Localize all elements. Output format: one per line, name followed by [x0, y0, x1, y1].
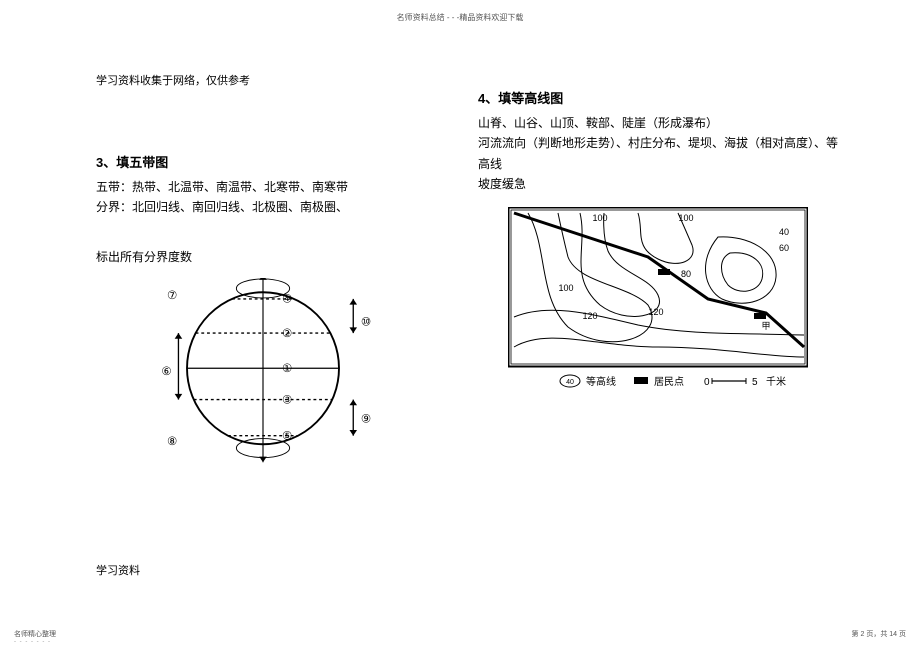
svg-text:等高线: 等高线: [586, 375, 616, 388]
svg-text:②: ②: [282, 328, 292, 340]
svg-text:40: 40: [779, 227, 789, 237]
svg-text:⑦: ⑦: [167, 290, 177, 302]
contour-line-1: 山脊、山谷、山顶、鞍部、陡崖（形成瀑布）: [478, 113, 848, 133]
svg-text:⑤: ⑤: [282, 431, 292, 443]
svg-text:⑨: ⑨: [361, 413, 371, 425]
svg-text:④: ④: [282, 294, 292, 306]
zones-line-2: 分界：北回归线、南回归线、北极圈、南极圈、: [96, 197, 436, 217]
study-footer: 学习资料: [96, 562, 140, 578]
zones-line-1: 五带：热带、北温带、南温带、北寒带、南寒带: [96, 177, 436, 197]
contour-title: 4、填等高线图: [478, 88, 848, 107]
svg-text:甲: 甲: [761, 321, 770, 331]
contour-diagram: 100 100 40 60 80 120 120 100 甲 40 等高线 居民点 0 5 千米: [508, 207, 808, 397]
svg-text:居民点: 居民点: [654, 376, 684, 388]
svg-text:100: 100: [558, 283, 573, 293]
section-contour: 4、填等高线图 山脊、山谷、山顶、鞍部、陡崖（形成瀑布） 河流流向（判断地形走势…: [478, 88, 848, 402]
svg-text:120: 120: [648, 307, 663, 317]
svg-text:60: 60: [779, 243, 789, 253]
zones-diagram: ④ ② ① ③ ⑤ ⑦ ⑥ ⑧ ⑩ ⑨: [148, 278, 378, 468]
zones-sublabel: 标出所有分界度数: [96, 248, 192, 265]
svg-text:⑩: ⑩: [361, 317, 371, 329]
svg-text:100: 100: [678, 213, 693, 223]
footer-dots: - - - - - - -: [14, 639, 51, 645]
svg-text:千米: 千米: [766, 375, 786, 388]
contour-line-2: 河流流向（判断地形走势）、村庄分布、堤坝、海拔（相对高度）、等高线: [478, 133, 848, 174]
footer-left: 名师精心整理: [14, 629, 56, 639]
section-zones: 3、填五带图 五带：热带、北温带、南温带、北寒带、南寒带 分界：北回归线、南回归…: [96, 152, 436, 218]
svg-text:③: ③: [282, 394, 292, 406]
zones-title: 3、填五带图: [96, 152, 436, 171]
source-note: 学习资料收集于网络，仅供参考: [96, 72, 250, 88]
footer-right: 第 2 页，共 14 页: [852, 629, 906, 639]
svg-text:0: 0: [704, 377, 710, 388]
svg-text:5: 5: [752, 377, 758, 388]
svg-text:⑧: ⑧: [167, 436, 177, 448]
svg-text:①: ①: [282, 363, 292, 375]
contour-line-3: 坡度缓急: [478, 174, 848, 194]
svg-text:120: 120: [582, 311, 597, 321]
svg-text:80: 80: [681, 269, 691, 279]
svg-text:100: 100: [592, 213, 607, 223]
svg-text:40: 40: [566, 379, 574, 386]
svg-text:⑥: ⑥: [161, 366, 171, 378]
page-header: 名师资料总结 - - -精品资料欢迎下载: [0, 12, 920, 23]
